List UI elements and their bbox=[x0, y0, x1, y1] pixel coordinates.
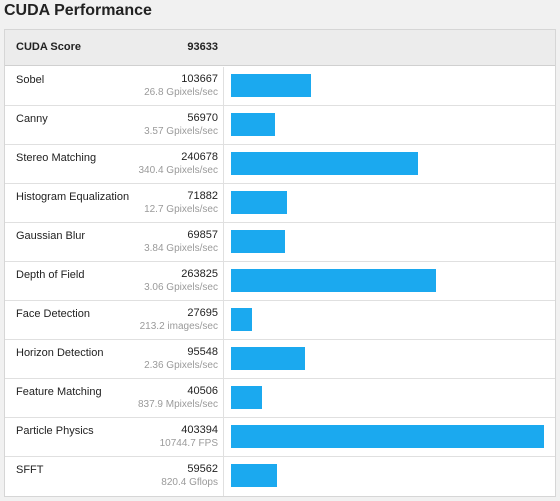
benchmark-bar bbox=[231, 269, 436, 292]
benchmark-bar bbox=[231, 152, 418, 175]
row-divider bbox=[223, 145, 224, 183]
row-divider bbox=[223, 106, 224, 144]
benchmark-name: Particle Physics bbox=[16, 425, 94, 437]
benchmark-row: Gaussian Blur 69857 3.84 Gpixels/sec bbox=[5, 223, 555, 262]
benchmark-score: 56970 bbox=[187, 112, 218, 124]
row-divider bbox=[223, 457, 224, 496]
benchmark-score: 263825 bbox=[181, 268, 218, 280]
benchmark-name: Feature Matching bbox=[16, 386, 102, 398]
benchmark-bar bbox=[231, 308, 252, 331]
benchmark-bar bbox=[231, 191, 287, 214]
cuda-score-header: CUDA Score 93633 bbox=[5, 30, 555, 66]
benchmark-row: Canny 56970 3.57 Gpixels/sec bbox=[5, 106, 555, 145]
benchmark-name: SFFT bbox=[16, 464, 44, 476]
benchmark-score: 69857 bbox=[187, 229, 218, 241]
benchmark-name: Face Detection bbox=[16, 308, 90, 320]
benchmark-name: Gaussian Blur bbox=[16, 230, 86, 242]
benchmark-score: 95548 bbox=[187, 346, 218, 358]
benchmark-throughput: 3.57 Gpixels/sec bbox=[144, 126, 218, 137]
benchmark-row: Horizon Detection 95548 2.36 Gpixels/sec bbox=[5, 340, 555, 379]
benchmark-throughput: 837.9 Mpixels/sec bbox=[137, 399, 218, 410]
row-divider bbox=[223, 379, 224, 417]
benchmark-score: 59562 bbox=[187, 463, 218, 475]
benchmark-throughput: 12.7 Gpixels/sec bbox=[144, 204, 218, 215]
row-divider bbox=[223, 223, 224, 261]
cuda-score-value: 93633 bbox=[187, 41, 218, 53]
row-divider bbox=[223, 340, 224, 378]
benchmark-bar bbox=[231, 230, 285, 253]
benchmark-bar bbox=[231, 386, 262, 409]
benchmark-row: Feature Matching 40506 837.9 Mpixels/sec bbox=[5, 379, 555, 418]
benchmark-name: Depth of Field bbox=[16, 269, 85, 281]
benchmark-score: 240678 bbox=[181, 151, 218, 163]
benchmark-score: 27695 bbox=[187, 307, 218, 319]
benchmark-score: 403394 bbox=[181, 424, 218, 436]
benchmark-bar bbox=[231, 464, 277, 487]
benchmark-bar bbox=[231, 74, 311, 97]
benchmark-row: Sobel 103667 26.8 Gpixels/sec bbox=[5, 67, 555, 106]
benchmark-bar bbox=[231, 113, 275, 136]
row-divider bbox=[223, 184, 224, 222]
row-divider bbox=[223, 67, 224, 105]
row-divider bbox=[223, 262, 224, 300]
benchmark-score: 71882 bbox=[187, 190, 218, 202]
benchmark-row: Histogram Equalization 71882 12.7 Gpixels/… bbox=[5, 184, 555, 223]
benchmark-row: Stereo Matching 240678 340.4 Gpixels/sec bbox=[5, 145, 555, 184]
page-title: CUDA Performance bbox=[4, 2, 152, 19]
benchmark-throughput: 2.36 Gpixels/sec bbox=[144, 360, 218, 371]
benchmark-name: Canny bbox=[16, 113, 48, 125]
benchmark-throughput: 3.84 Gpixels/sec bbox=[144, 243, 218, 254]
benchmark-throughput: 213.2 images/sec bbox=[139, 321, 218, 332]
benchmark-throughput: 3.06 Gpixels/sec bbox=[144, 282, 218, 293]
row-divider bbox=[223, 301, 224, 339]
benchmark-score: 40506 bbox=[187, 385, 218, 397]
row-divider bbox=[223, 418, 224, 456]
cuda-results-panel: CUDA Score 93633 Sobel 103667 26.8 Gpixels… bbox=[4, 29, 556, 497]
benchmark-throughput: 340.4 Gpixels/sec bbox=[138, 165, 219, 176]
benchmark-throughput: 820.4 Gflops bbox=[161, 477, 218, 488]
benchmark-row: Depth of Field 263825 3.06 Gpixels/sec bbox=[5, 262, 555, 301]
benchmark-throughput: 26.8 Gpixels/sec bbox=[144, 87, 218, 98]
benchmark-row: SFFT 59562 820.4 Gflops bbox=[5, 457, 555, 496]
cuda-score-label: CUDA Score bbox=[16, 41, 81, 53]
benchmark-row: Face Detection 27695 213.2 images/sec bbox=[5, 301, 555, 340]
benchmark-name: Horizon Detection bbox=[16, 347, 104, 359]
benchmark-bar bbox=[231, 347, 305, 370]
benchmark-score: 103667 bbox=[181, 73, 218, 85]
benchmark-row: Particle Physics 403394 10744.7 FPS bbox=[5, 418, 555, 457]
benchmark-throughput: 10744.7 FPS bbox=[159, 438, 218, 449]
benchmark-name: Histogram Equalization bbox=[16, 191, 130, 203]
benchmark-name: Stereo Matching bbox=[16, 152, 97, 164]
benchmark-bar bbox=[231, 425, 544, 448]
benchmark-name: Sobel bbox=[16, 74, 45, 86]
